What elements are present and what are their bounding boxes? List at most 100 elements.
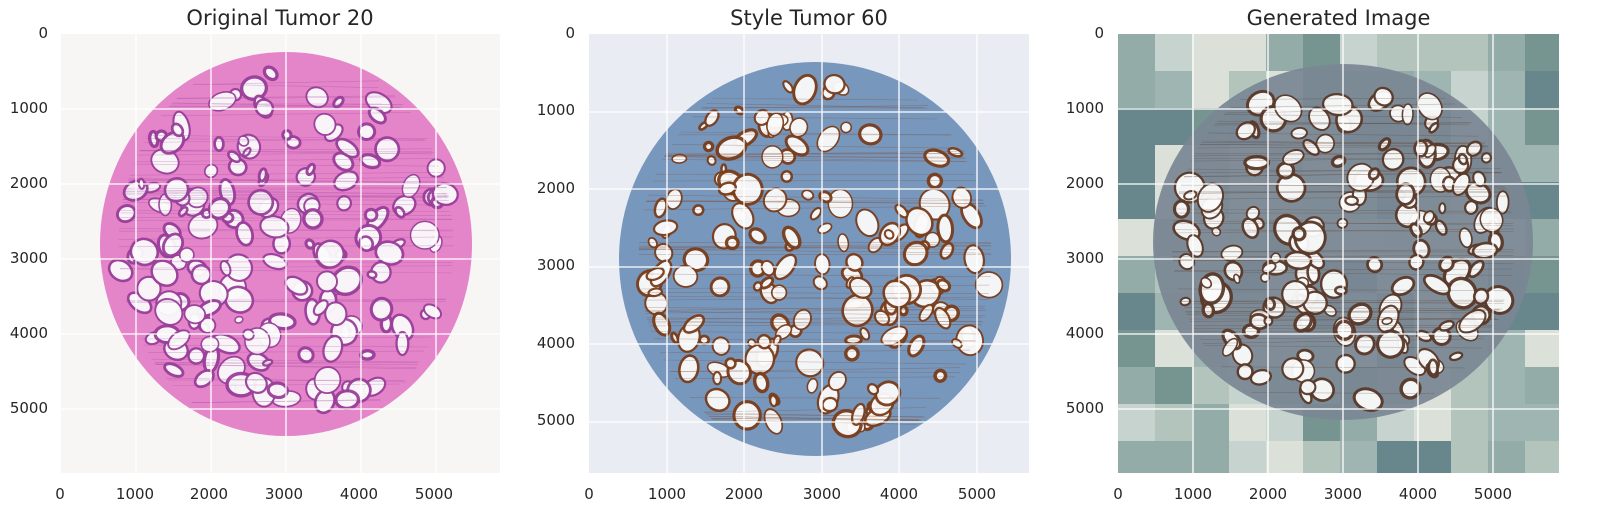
mosaic-tile bbox=[1488, 71, 1525, 108]
stroma-fiber bbox=[663, 359, 967, 365]
x-tick: 4000 bbox=[879, 485, 919, 503]
gland bbox=[1201, 302, 1216, 319]
gland bbox=[333, 170, 359, 192]
stroma-fiber bbox=[647, 320, 983, 326]
stroma-fiber bbox=[664, 150, 966, 156]
gland bbox=[1281, 279, 1310, 309]
mosaic-tile bbox=[1414, 404, 1451, 441]
gland bbox=[812, 275, 828, 291]
gland bbox=[859, 326, 871, 341]
y-tick: 3000 bbox=[536, 256, 575, 274]
gland bbox=[409, 220, 440, 250]
x-tick: 4000 bbox=[1398, 485, 1438, 503]
gland bbox=[883, 229, 895, 240]
gland bbox=[247, 188, 275, 216]
mosaic-tile bbox=[1155, 71, 1192, 108]
stroma-fiber bbox=[648, 194, 982, 200]
gland bbox=[926, 172, 944, 190]
gland bbox=[163, 362, 185, 378]
gland bbox=[907, 334, 926, 358]
gland bbox=[335, 137, 360, 159]
gland bbox=[769, 394, 778, 408]
gland bbox=[1375, 329, 1406, 359]
gland bbox=[369, 296, 394, 322]
stroma-fiber bbox=[648, 320, 982, 324]
gland bbox=[1446, 276, 1478, 310]
gland bbox=[715, 135, 748, 161]
gland bbox=[844, 345, 860, 362]
mosaic-tile bbox=[1118, 34, 1155, 71]
mosaic-tile bbox=[1118, 145, 1155, 182]
gland bbox=[806, 377, 819, 394]
gland bbox=[1344, 195, 1359, 207]
mosaic-tile bbox=[1118, 182, 1155, 219]
stroma-fiber bbox=[642, 296, 988, 301]
stroma-fiber bbox=[638, 248, 992, 254]
mosaic-tile bbox=[1488, 404, 1525, 441]
gland bbox=[712, 371, 723, 386]
stroma-fiber bbox=[659, 349, 971, 354]
stroma-fiber bbox=[646, 200, 984, 202]
x-tick: 3000 bbox=[802, 485, 842, 503]
gland bbox=[1221, 337, 1239, 357]
gland bbox=[302, 208, 324, 230]
mosaic-tile bbox=[1525, 71, 1559, 108]
panel-title: Generated Image bbox=[1246, 6, 1431, 30]
gland bbox=[213, 135, 225, 153]
mosaic-tile bbox=[1525, 145, 1559, 182]
gland bbox=[672, 264, 699, 288]
gland bbox=[170, 122, 185, 138]
gland bbox=[1220, 244, 1244, 262]
gland bbox=[855, 208, 880, 238]
gland bbox=[1373, 86, 1394, 107]
gland bbox=[366, 270, 378, 280]
mosaic-tile bbox=[1525, 293, 1559, 330]
mosaic-tile bbox=[1525, 367, 1559, 404]
mosaic-tile bbox=[1414, 34, 1451, 71]
y-tick: 2000 bbox=[9, 174, 48, 192]
gland bbox=[645, 266, 665, 282]
panel-style: Style Tumor 60 0 1000 2000 3000 4000 500… bbox=[530, 0, 1070, 528]
y-tick: 5000 bbox=[1065, 399, 1104, 417]
mosaic-tile bbox=[1229, 34, 1266, 71]
gland bbox=[766, 112, 785, 137]
mosaic-tile bbox=[1118, 219, 1155, 256]
stroma-fiber bbox=[674, 376, 956, 380]
gland bbox=[1264, 296, 1276, 311]
gland bbox=[359, 348, 376, 361]
gland bbox=[748, 227, 767, 245]
gland bbox=[1330, 154, 1347, 168]
stroma-fiber bbox=[646, 317, 984, 323]
gland bbox=[1291, 226, 1307, 242]
gland bbox=[850, 402, 866, 426]
mosaic-tile bbox=[1525, 108, 1559, 145]
gland bbox=[107, 258, 134, 283]
mosaic-tile bbox=[1488, 34, 1525, 71]
y-tick: 4000 bbox=[536, 334, 575, 352]
gland bbox=[1409, 222, 1423, 239]
gland bbox=[823, 73, 846, 95]
gland bbox=[792, 73, 818, 106]
stroma-fiber bbox=[638, 245, 992, 250]
gland bbox=[1480, 152, 1493, 164]
panel-title: Original Tumor 20 bbox=[186, 6, 374, 30]
stroma-fiber bbox=[711, 418, 919, 421]
stroma-fiber bbox=[680, 131, 950, 136]
gland bbox=[1465, 140, 1483, 157]
gland bbox=[947, 147, 964, 158]
gland bbox=[1233, 273, 1241, 284]
gland bbox=[1381, 147, 1405, 171]
gland bbox=[186, 186, 209, 209]
mosaic-tile bbox=[1525, 34, 1559, 71]
mosaic-tile bbox=[1266, 441, 1303, 473]
gland bbox=[1211, 226, 1222, 237]
stroma-fiber bbox=[646, 199, 984, 204]
gland bbox=[1448, 351, 1464, 362]
gland bbox=[923, 148, 951, 168]
gland bbox=[711, 336, 731, 356]
gland bbox=[795, 348, 825, 378]
gland bbox=[259, 215, 290, 239]
mosaic-tile bbox=[1192, 441, 1229, 473]
y-tick: 0 bbox=[38, 24, 48, 42]
stroma-fiber bbox=[644, 205, 986, 211]
